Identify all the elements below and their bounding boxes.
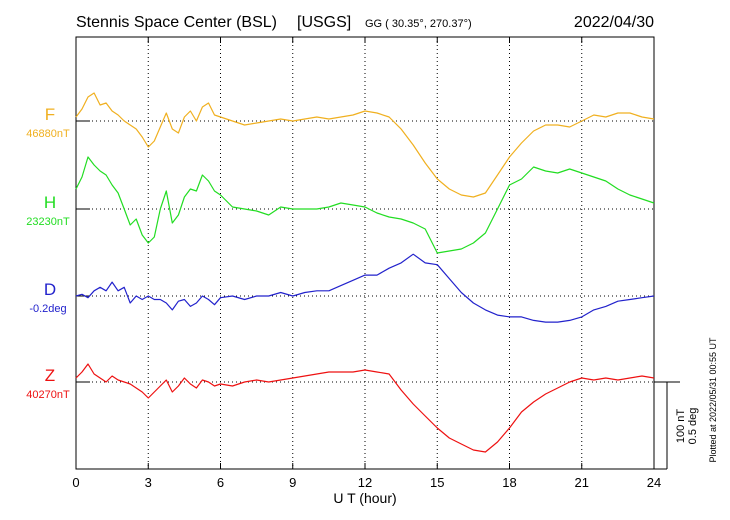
series-group	[75, 92, 655, 453]
series-name-f: F	[45, 105, 55, 124]
x-tick-label: 18	[502, 475, 516, 490]
series-line-z	[75, 363, 655, 453]
series-name-h: H	[44, 193, 56, 212]
plotted-note: Plotted at 2022/05/31 00:55 UT	[708, 337, 718, 463]
grid	[147, 37, 583, 469]
series-baseline-h: 23230nT	[26, 216, 70, 228]
scale-bar: 100 nT 0.5 deg	[654, 381, 699, 470]
series-line-f	[75, 92, 655, 198]
x-tick-label: 12	[358, 475, 372, 490]
x-axis-ticks: 0 3 6 9 12 15 18 21 24	[72, 37, 661, 490]
scale-nt-label: 100 nT	[675, 409, 687, 444]
baselines	[76, 120, 654, 383]
series-line-h	[75, 156, 655, 254]
x-tick-label: 21	[575, 475, 589, 490]
series-baseline-f: 46880nT	[26, 128, 70, 140]
x-tick-label: 6	[217, 475, 224, 490]
coords-label: GG ( 30.35°, 270.37°)	[365, 18, 472, 30]
scale-deg-label: 0.5 deg	[687, 408, 699, 445]
series-baseline-z: 40270nT	[26, 389, 70, 401]
x-tick-label: 9	[289, 475, 296, 490]
x-tick-label: 3	[145, 475, 152, 490]
x-tick-label: 24	[647, 475, 661, 490]
station-title: Stennis Space Center (BSL)	[76, 14, 277, 31]
x-tick-label: 15	[430, 475, 444, 490]
date-label: 2022/04/30	[574, 14, 654, 31]
agency-label: [USGS]	[297, 14, 351, 31]
series-name-z: Z	[45, 366, 55, 385]
series-name-d: D	[44, 280, 56, 299]
series-line-d	[75, 253, 655, 323]
series-labels: F 46880nT H 23230nT D -0.2deg Z 40270nT	[26, 105, 70, 401]
series-baseline-d: -0.2deg	[29, 303, 66, 315]
x-axis-label: U T (hour)	[333, 490, 396, 506]
x-tick-label: 0	[72, 475, 79, 490]
